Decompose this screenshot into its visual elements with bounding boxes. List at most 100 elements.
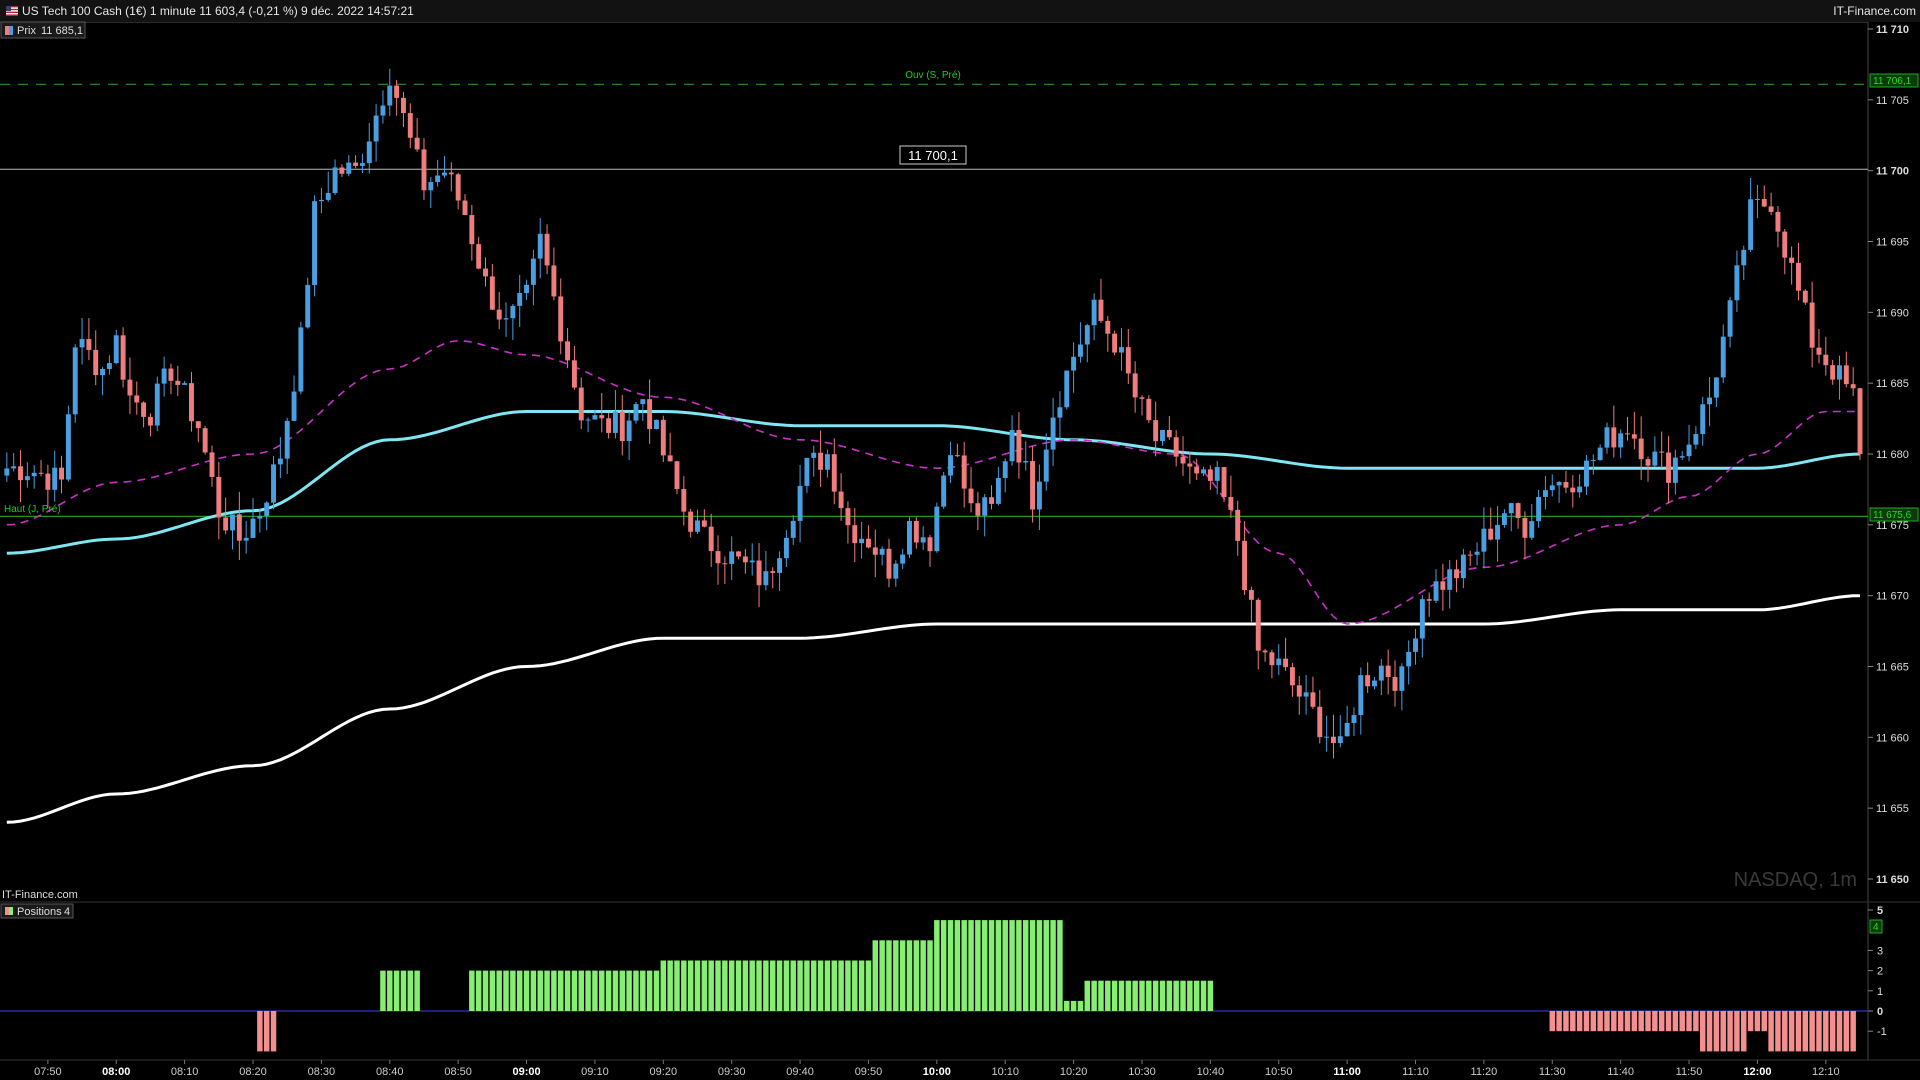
position-long-bar bbox=[1105, 980, 1111, 1011]
candle-down bbox=[742, 556, 748, 563]
x-tick-label: 11:30 bbox=[1539, 1066, 1566, 1078]
position-short-bar bbox=[1631, 1011, 1638, 1032]
legend-up-swatch bbox=[9, 26, 13, 35]
candle-down bbox=[913, 520, 919, 543]
candle-down bbox=[551, 265, 557, 297]
position-long-bar bbox=[1173, 980, 1179, 1011]
candle-up bbox=[11, 466, 17, 469]
candle-up bbox=[1406, 651, 1412, 667]
candle-down bbox=[1132, 373, 1138, 398]
position-long-bar bbox=[626, 970, 632, 1011]
candle-down bbox=[476, 244, 482, 269]
position-short-bar bbox=[1699, 1011, 1706, 1052]
position-long-bar bbox=[776, 960, 783, 1011]
candle-up bbox=[1433, 581, 1439, 601]
position-long-bar bbox=[578, 970, 584, 1011]
candle-up bbox=[1501, 513, 1507, 525]
position-long-bar bbox=[1111, 980, 1118, 1011]
position-long-bar bbox=[701, 960, 708, 1011]
y-tick-label: 11 685 bbox=[1876, 378, 1909, 390]
x-tick-label: 09:10 bbox=[581, 1066, 609, 1078]
position-long-bar bbox=[845, 960, 851, 1011]
candle-down bbox=[1611, 427, 1617, 448]
price-legend[interactable]: Prix 11 685,1 bbox=[0, 21, 86, 39]
candle-down bbox=[1310, 692, 1316, 707]
candle-up bbox=[1077, 344, 1083, 357]
candle-down bbox=[1440, 581, 1446, 590]
y-tick-label: 11 700 bbox=[1876, 166, 1909, 178]
position-short-bar bbox=[1829, 1011, 1836, 1052]
candle-down bbox=[1098, 299, 1104, 321]
candle-down bbox=[1638, 438, 1644, 460]
candle-up bbox=[633, 404, 639, 421]
candle-up bbox=[640, 399, 646, 405]
candle-down bbox=[1850, 384, 1856, 389]
candle-up bbox=[230, 514, 235, 531]
candle-down bbox=[38, 472, 44, 474]
position-long-bar bbox=[817, 960, 824, 1011]
candle-up bbox=[1590, 460, 1596, 462]
position-short-bar bbox=[1809, 1011, 1815, 1052]
candle-up bbox=[1160, 429, 1165, 442]
position-long-bar bbox=[1077, 1000, 1084, 1011]
candle-up bbox=[1679, 456, 1685, 458]
candle-down bbox=[147, 416, 153, 426]
position-long-bar bbox=[1200, 980, 1207, 1011]
candle-down bbox=[1392, 676, 1398, 691]
x-tick-label: 11:40 bbox=[1607, 1066, 1634, 1078]
candle-up bbox=[1481, 528, 1487, 552]
candle-up bbox=[524, 284, 530, 294]
position-short-bar bbox=[257, 1011, 263, 1052]
position-long-bar bbox=[1193, 980, 1200, 1011]
positions-tick-label: 1 bbox=[1877, 986, 1883, 998]
candle-down bbox=[647, 399, 653, 430]
position-long-bar bbox=[1152, 980, 1159, 1011]
candle-down bbox=[1105, 320, 1111, 334]
candle-up bbox=[1734, 265, 1740, 301]
candle-down bbox=[818, 452, 824, 470]
position-long-bar bbox=[824, 960, 831, 1011]
position-long-bar bbox=[968, 920, 974, 1011]
candle-up bbox=[346, 162, 352, 174]
candle-down bbox=[1467, 554, 1473, 556]
x-tick-label: 10:00 bbox=[923, 1066, 951, 1078]
candle-up bbox=[695, 520, 700, 532]
candle-up bbox=[1043, 449, 1049, 482]
moving-averages bbox=[6, 339, 1861, 824]
positions-bars bbox=[0, 920, 1868, 1052]
candle-up bbox=[907, 520, 912, 555]
x-tick-label: 09:20 bbox=[650, 1066, 678, 1078]
position-long-bar bbox=[660, 960, 667, 1011]
candle-up bbox=[298, 327, 304, 392]
candle-down bbox=[1194, 466, 1200, 474]
candle-down bbox=[1228, 497, 1234, 510]
x-tick-label: 10:20 bbox=[1060, 1066, 1088, 1078]
candle-up bbox=[1652, 451, 1658, 466]
position-short-bar bbox=[1652, 1011, 1658, 1032]
hline-price-tag[interactable]: 11 700,1 bbox=[899, 145, 967, 165]
candle-up bbox=[1604, 427, 1610, 448]
position-short-bar bbox=[1850, 1011, 1856, 1052]
candle-down bbox=[701, 520, 707, 527]
instrument-title: US Tech 100 Cash (1€) 1 minute 11 603,4 … bbox=[22, 4, 414, 18]
candle-up bbox=[435, 175, 441, 183]
candle-up bbox=[1693, 434, 1699, 445]
positions-tick-label: 5 bbox=[1877, 905, 1883, 917]
position-long-bar bbox=[831, 960, 837, 1011]
positions-legend[interactable]: Positions 4 bbox=[0, 903, 74, 919]
candle-up bbox=[1413, 638, 1418, 652]
candle-down bbox=[1666, 452, 1671, 483]
candle-up bbox=[1009, 430, 1015, 462]
position-long-bar bbox=[1036, 920, 1043, 1011]
ma-white-line bbox=[6, 594, 1861, 824]
candle-down bbox=[455, 174, 461, 201]
candle-up bbox=[1720, 336, 1726, 378]
x-tick-label: 08:10 bbox=[171, 1066, 199, 1078]
candle-down bbox=[1843, 365, 1849, 385]
position-short-bar bbox=[1823, 1011, 1829, 1052]
candle-up bbox=[65, 414, 71, 480]
position-short-bar bbox=[1597, 1011, 1603, 1032]
position-long-bar bbox=[1043, 920, 1049, 1011]
x-tick-label: 10:10 bbox=[991, 1066, 1019, 1078]
